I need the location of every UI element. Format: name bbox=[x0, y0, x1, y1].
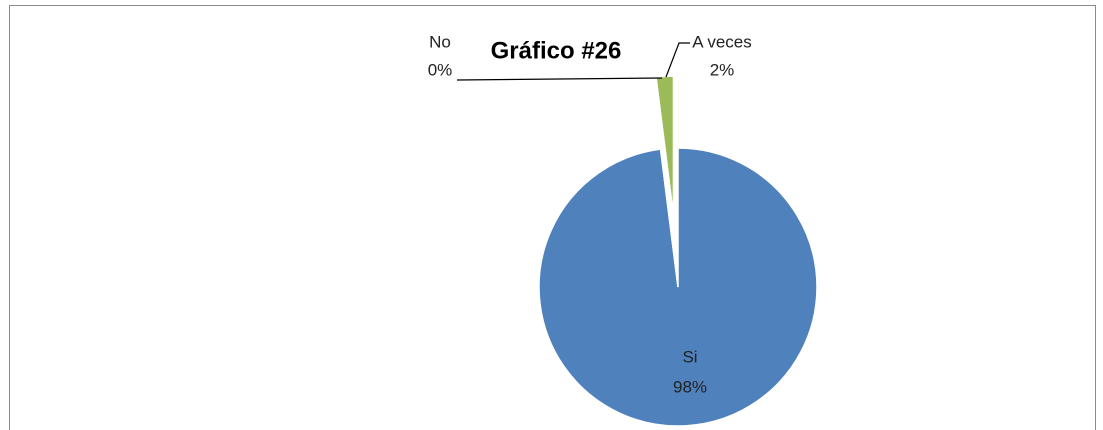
data-label-name: Si bbox=[682, 347, 697, 366]
data-label-value: 98% bbox=[673, 377, 707, 396]
pie-slice bbox=[655, 75, 675, 216]
leader-line bbox=[665, 42, 690, 78]
chart-title: Gráfico #26 bbox=[491, 37, 622, 64]
data-label-value: 2% bbox=[710, 60, 735, 79]
data-label-name: A veces bbox=[692, 32, 752, 51]
leader-line bbox=[456, 77, 663, 81]
data-label-value: 0% bbox=[428, 60, 453, 79]
chart-frame bbox=[9, 5, 1096, 430]
data-label-name: No bbox=[429, 32, 451, 51]
